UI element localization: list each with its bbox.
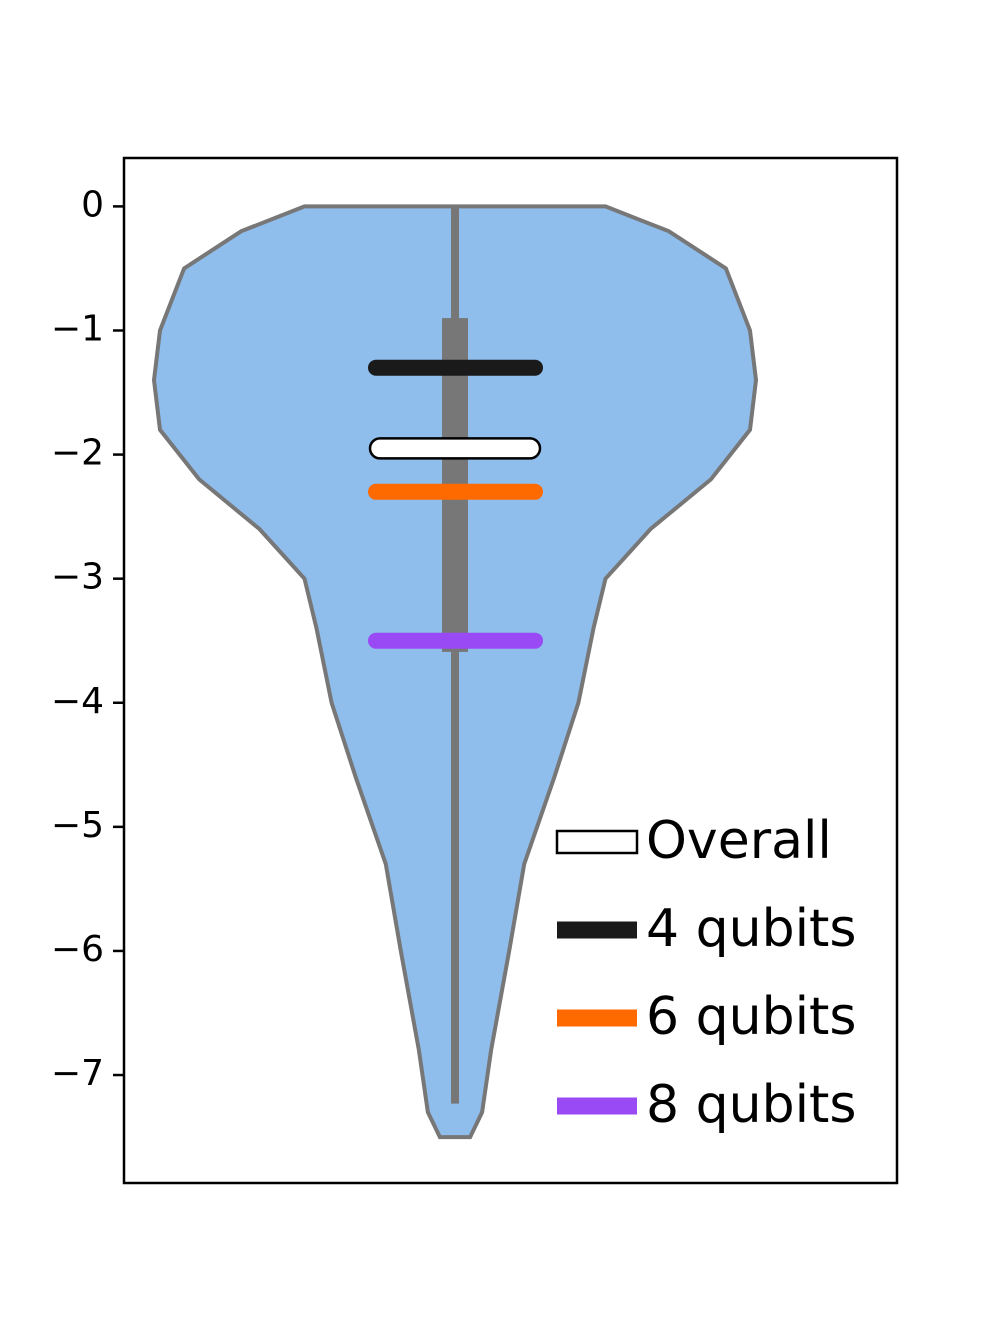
legend-label: Overall [646, 811, 832, 871]
y-tick-label: −2 [51, 433, 104, 474]
legend-label: 4 qubits [646, 899, 857, 959]
y-tick-label: 0 [81, 184, 104, 225]
median-marker [368, 437, 542, 460]
y-tick-label: −7 [51, 1053, 104, 1094]
y-tick-label: −3 [51, 557, 104, 598]
legend-swatch [555, 829, 639, 855]
y-tick-label: −1 [51, 308, 104, 349]
legend-label: 8 qubits [646, 1075, 857, 1135]
y-tick-label: −6 [51, 929, 104, 970]
y-tick-label: −5 [51, 805, 104, 846]
plot-frame [122, 156, 899, 1185]
legend-label: 6 qubits [646, 987, 857, 1047]
y-tick-label: −4 [51, 681, 104, 722]
